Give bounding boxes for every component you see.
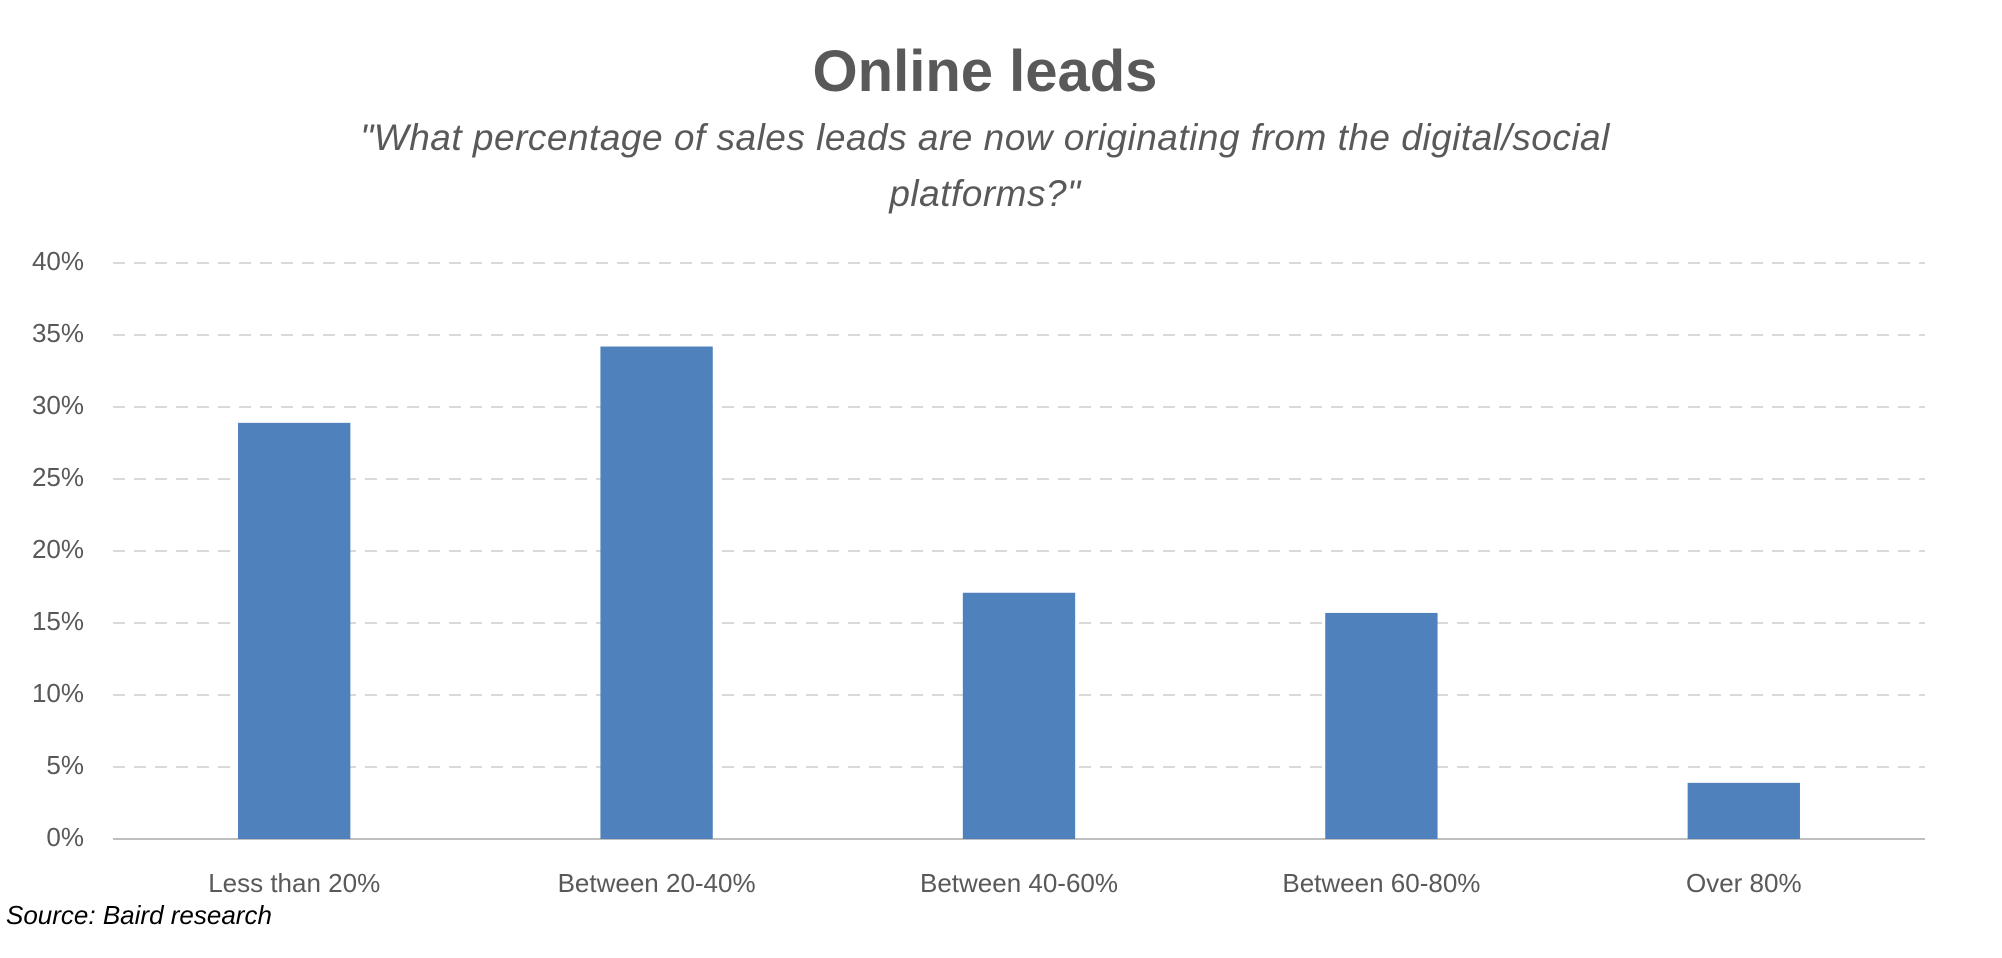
y-tick-label: 30% xyxy=(32,390,84,420)
y-tick-label: 35% xyxy=(32,318,84,348)
bar xyxy=(1687,782,1800,839)
y-tick-label: 15% xyxy=(32,606,84,636)
y-tick-label: 5% xyxy=(46,750,84,780)
y-tick-label: 10% xyxy=(32,678,84,708)
bar xyxy=(238,422,351,839)
x-tick-label: Between 60-80% xyxy=(1282,868,1480,898)
y-tick-label: 40% xyxy=(32,246,84,276)
bar xyxy=(962,592,1076,839)
bar xyxy=(1325,612,1438,839)
x-tick-label: Between 40-60% xyxy=(920,868,1118,898)
y-tick-label: 25% xyxy=(32,462,84,492)
x-tick-label: Over 80% xyxy=(1686,868,1802,898)
chart-subtitle: "What percentage of sales leads are now … xyxy=(360,117,1610,214)
x-tick-label: Less than 20% xyxy=(208,868,380,898)
x-tick-label: Between 20-40% xyxy=(558,868,756,898)
y-tick-label: 20% xyxy=(32,534,84,564)
y-tick-label: 0% xyxy=(46,822,84,852)
bar xyxy=(600,346,713,839)
source-note: Source: Baird research xyxy=(6,900,272,930)
chart-title: Online leads xyxy=(812,39,1158,104)
